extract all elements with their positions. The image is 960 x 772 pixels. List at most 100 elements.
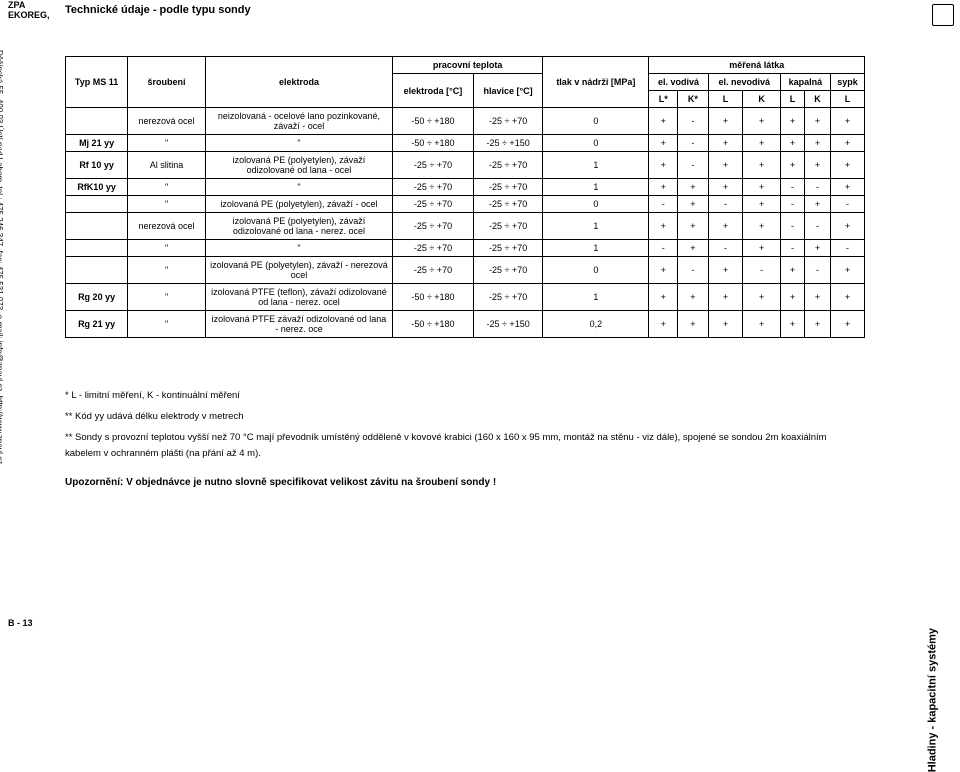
- table-cell: [66, 240, 128, 257]
- table-cell: -: [780, 213, 804, 240]
- col-typ: Typ MS 11: [66, 57, 128, 108]
- notes: * L - limitní měření, K - kontinuální mě…: [65, 388, 865, 461]
- table-row: RfK10 yy""-25 ÷ +70-25 ÷ +701++++--+: [66, 179, 865, 196]
- table-cell: -25 ÷ +70: [392, 240, 473, 257]
- table-cell: [66, 213, 128, 240]
- table-cell: -50 ÷ +180: [392, 284, 473, 311]
- table-cell: +: [804, 240, 830, 257]
- table-cell: +: [804, 152, 830, 179]
- table-row: Rg 20 yy"izolovaná PTFE (teflon), závaží…: [66, 284, 865, 311]
- table-cell: +: [708, 135, 743, 152]
- table-cell: +: [830, 213, 864, 240]
- note-3: ** Sondy s provozní teplotou vyšší než 7…: [65, 430, 865, 460]
- table-cell: Mj 21 yy: [66, 135, 128, 152]
- table-cell: -25 ÷ +70: [473, 213, 542, 240]
- col-vodiva: el. vodivá: [649, 74, 708, 91]
- table-cell: neizolovaná - ocelové lano pozinkované, …: [205, 108, 392, 135]
- table-cell: +: [678, 311, 709, 338]
- table-cell: izolovaná PTFE (teflon), závaží odizolov…: [205, 284, 392, 311]
- table-cell: -25 ÷ +70: [473, 152, 542, 179]
- table-cell: -: [708, 240, 743, 257]
- table-cell: +: [708, 213, 743, 240]
- table-cell: +: [804, 135, 830, 152]
- table-cell: Rf 10 yy: [66, 152, 128, 179]
- table-cell: 0: [543, 108, 649, 135]
- table-cell: [66, 108, 128, 135]
- col-nevodiva: el. nevodivá: [708, 74, 780, 91]
- table-header: Typ MS 11 šroubení elektroda pracovní te…: [66, 57, 865, 108]
- table-cell: -25 ÷ +70: [392, 213, 473, 240]
- sidebar-contact: Děčínská 55, 400 03 Ústí nad Labem, tel.…: [0, 50, 4, 550]
- table-cell: +: [708, 284, 743, 311]
- table-cell: +: [780, 284, 804, 311]
- table-cell: +: [708, 108, 743, 135]
- table-cell: izolovaná PE (polyetylen), závaží odizol…: [205, 213, 392, 240]
- table-cell: +: [743, 179, 781, 196]
- table-cell: ": [205, 179, 392, 196]
- table-cell: Al slitina: [128, 152, 206, 179]
- left-sidebar: ZPA EKOREG, Děčínská 55, 400 03 Ústí nad…: [8, 0, 38, 632]
- col-tlak: tlak v nádrži [MPa]: [543, 57, 649, 108]
- table-cell: Rg 20 yy: [66, 284, 128, 311]
- table-cell: 1: [543, 284, 649, 311]
- col-k1: K*: [678, 91, 709, 108]
- table-cell: +: [708, 311, 743, 338]
- table-cell: -: [649, 196, 678, 213]
- table-row: ""-25 ÷ +70-25 ÷ +701-+-+-+-: [66, 240, 865, 257]
- page-number: B - 13: [8, 618, 33, 628]
- table-cell: nerezová ocel: [128, 108, 206, 135]
- table-cell: -25 ÷ +70: [473, 108, 542, 135]
- table-cell: -: [678, 152, 709, 179]
- table-cell: ": [205, 240, 392, 257]
- table-cell: -25 ÷ +70: [473, 196, 542, 213]
- col-l1: L*: [649, 91, 678, 108]
- table-cell: +: [804, 196, 830, 213]
- table-cell: +: [649, 213, 678, 240]
- spec-table: Typ MS 11 šroubení elektroda pracovní te…: [65, 56, 865, 338]
- table-cell: -25 ÷ +70: [392, 196, 473, 213]
- table-cell: +: [780, 152, 804, 179]
- col-kapalna: kapalná: [780, 74, 830, 91]
- table-cell: +: [708, 152, 743, 179]
- table-body: nerezová ocelneizolovaná - ocelové lano …: [66, 108, 865, 338]
- table-cell: -: [830, 240, 864, 257]
- table-cell: -25 ÷ +70: [392, 152, 473, 179]
- table-cell: -: [804, 179, 830, 196]
- col-hlavice-c: hlavice [°C]: [473, 74, 542, 108]
- table-cell: -: [678, 257, 709, 284]
- table-cell: -25 ÷ +70: [473, 257, 542, 284]
- right-sidebar: Hladiny - kapacitní systémy: [930, 0, 954, 632]
- table-cell: +: [743, 213, 781, 240]
- table-cell: +: [780, 135, 804, 152]
- table-cell: +: [743, 284, 781, 311]
- table-cell: izolovaná PE (polyetylen), závaží odizol…: [205, 152, 392, 179]
- table-cell: -: [804, 213, 830, 240]
- table-cell: ": [128, 179, 206, 196]
- table-cell: 1: [543, 179, 649, 196]
- table-cell: +: [804, 284, 830, 311]
- table-cell: -: [678, 135, 709, 152]
- table-cell: -25 ÷ +70: [473, 179, 542, 196]
- table-cell: +: [649, 152, 678, 179]
- table-row: Mj 21 yy""-50 ÷ +180-25 ÷ +1500+-+++++: [66, 135, 865, 152]
- table-row: "izolovaná PE (polyetylen), závaží - oce…: [66, 196, 865, 213]
- table-cell: ": [128, 196, 206, 213]
- table-cell: ": [128, 284, 206, 311]
- table-cell: -: [649, 240, 678, 257]
- table-cell: 0: [543, 196, 649, 213]
- table-cell: izolovaná PTFE závaží odizolované od lan…: [205, 311, 392, 338]
- table-cell: +: [780, 311, 804, 338]
- logo-icon: [932, 4, 954, 26]
- table-row: nerezová ocelneizolovaná - ocelové lano …: [66, 108, 865, 135]
- warning-text: Upozornění: V objednávce je nutno slovně…: [65, 477, 865, 488]
- sidebar-address: Děčínská 55, 400 03 Ústí nad Labem, tel.…: [0, 50, 4, 464]
- table-cell: ": [128, 257, 206, 284]
- table-cell: [66, 257, 128, 284]
- table-cell: +: [743, 240, 781, 257]
- table-cell: nerezová ocel: [128, 213, 206, 240]
- table-cell: -25 ÷ +150: [473, 135, 542, 152]
- table-row: "izolovaná PE (polyetylen), závaží - ner…: [66, 257, 865, 284]
- table-cell: +: [830, 311, 864, 338]
- table-cell: +: [830, 152, 864, 179]
- table-cell: 0: [543, 257, 649, 284]
